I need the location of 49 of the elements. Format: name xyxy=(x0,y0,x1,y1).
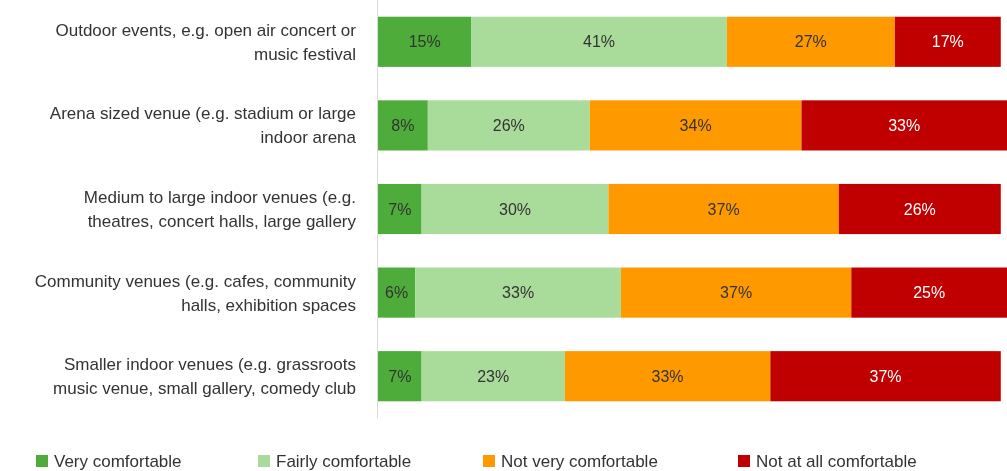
data-label: 34% xyxy=(679,117,712,134)
bar xyxy=(378,351,422,402)
bar xyxy=(726,16,895,67)
data-label: 17% xyxy=(931,33,964,51)
bar xyxy=(770,351,1001,402)
data-label: 8% xyxy=(391,117,415,134)
bar xyxy=(415,267,621,318)
data-label: 33% xyxy=(502,284,535,302)
data-label: 7% xyxy=(388,367,412,385)
data-label: 37% xyxy=(720,284,753,302)
legend-label: Not very comfortable xyxy=(501,451,658,471)
data-label: 25% xyxy=(913,284,946,302)
bar xyxy=(421,351,565,402)
bar xyxy=(608,183,839,235)
bar xyxy=(851,267,1007,318)
data-label: 7% xyxy=(388,200,412,218)
y-tick-label: Smaller indoor venues (e.g. grassroots music venue, small gallery, comedy club xyxy=(53,355,356,399)
data-label: 33% xyxy=(888,117,921,134)
data-label: 41% xyxy=(583,33,616,51)
bar xyxy=(378,183,422,235)
y-tick-label: Medium to large indoor venues (e.g. theatres, concert halls, large gallery xyxy=(83,187,357,231)
bar xyxy=(421,183,609,235)
y-tick-label: Arena sized venue (e.g. stadium or large indoor arena xyxy=(49,104,357,148)
legend-label: Very comfortable xyxy=(54,451,182,471)
bar xyxy=(427,100,590,151)
bar xyxy=(838,183,1001,235)
data-label: 37% xyxy=(869,367,902,385)
data-label: 30% xyxy=(498,200,532,218)
y-tick-label: Outdoor events, e.g. open air concert or music festival xyxy=(55,20,357,64)
legend-label: Fairly comfortable xyxy=(276,451,412,471)
bar xyxy=(589,100,802,151)
bar xyxy=(620,267,852,318)
data-label: 27% xyxy=(794,33,827,51)
data-label: 6% xyxy=(385,284,409,302)
legend-label: Not at all comfortable xyxy=(756,451,917,471)
data-label: 15% xyxy=(408,33,441,51)
bar xyxy=(378,16,472,67)
bar xyxy=(471,16,727,67)
bar xyxy=(378,100,428,151)
data-label: 23% xyxy=(477,367,510,385)
y-tick-label: Community venues (e.g. cafes, community halls, exhibition spaces xyxy=(34,271,357,315)
bar xyxy=(894,16,1001,67)
data-label: 33% xyxy=(651,367,684,385)
bar xyxy=(564,351,771,402)
bar xyxy=(801,100,1007,151)
data-label: 37% xyxy=(707,200,740,218)
data-label: 26% xyxy=(903,200,936,218)
data-label: 26% xyxy=(492,117,525,134)
bar xyxy=(378,267,416,318)
